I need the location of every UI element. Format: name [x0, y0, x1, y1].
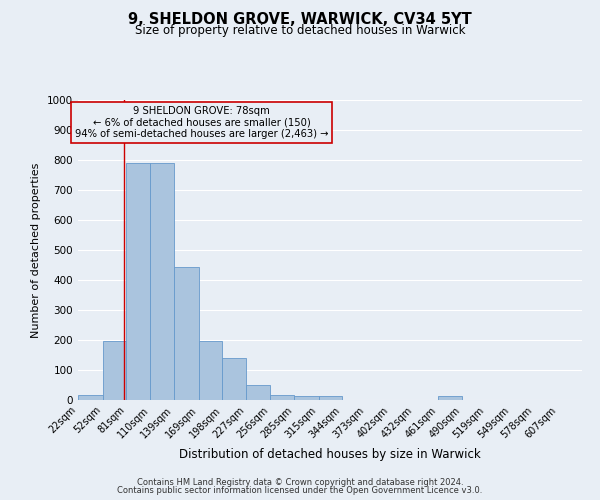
Bar: [127, 163, 150, 400]
Text: Size of property relative to detached houses in Warwick: Size of property relative to detached ho…: [135, 24, 465, 37]
Bar: [223, 358, 246, 400]
Bar: [270, 394, 294, 400]
X-axis label: Distribution of detached houses by size in Warwick: Distribution of detached houses by size …: [179, 448, 481, 461]
Bar: [246, 385, 270, 400]
Text: 9, SHELDON GROVE, WARWICK, CV34 5YT: 9, SHELDON GROVE, WARWICK, CV34 5YT: [128, 12, 472, 28]
Bar: [319, 396, 343, 400]
Bar: [294, 396, 319, 400]
Text: 9 SHELDON GROVE: 78sqm
← 6% of detached houses are smaller (150)
94% of semi-det: 9 SHELDON GROVE: 78sqm ← 6% of detached …: [75, 106, 328, 139]
Bar: [174, 267, 199, 400]
Bar: [150, 163, 174, 400]
Text: Contains public sector information licensed under the Open Government Licence v3: Contains public sector information licen…: [118, 486, 482, 495]
Y-axis label: Number of detached properties: Number of detached properties: [31, 162, 41, 338]
Bar: [78, 394, 103, 400]
Bar: [103, 341, 127, 400]
Text: Contains HM Land Registry data © Crown copyright and database right 2024.: Contains HM Land Registry data © Crown c…: [137, 478, 463, 487]
Bar: [199, 341, 223, 400]
Bar: [439, 396, 462, 400]
